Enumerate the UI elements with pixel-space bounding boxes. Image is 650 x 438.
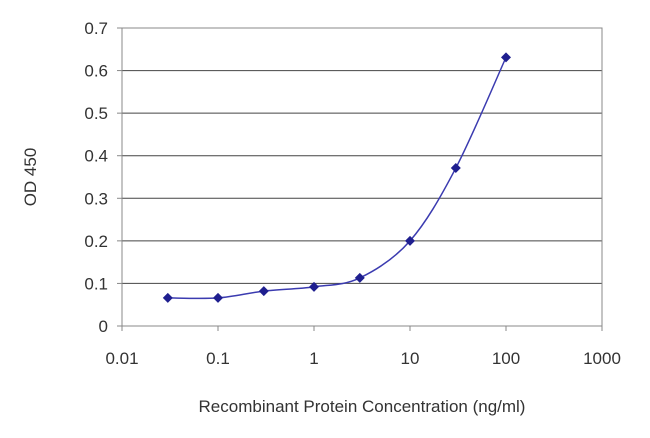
x-tick-label: 0.1	[206, 349, 230, 368]
data-point	[450, 163, 461, 174]
y-tick-label: 0.5	[84, 104, 108, 123]
y-tick-label: 0.4	[84, 147, 108, 166]
x-axis: 0.01 0.1 1 10 100 1000	[105, 326, 621, 368]
grid-lines	[122, 70, 602, 284]
y-tick-label: 0.2	[84, 232, 108, 251]
data-point	[354, 272, 365, 283]
data-point	[501, 52, 511, 63]
y-tick-label: 0.1	[84, 274, 108, 293]
data-point	[258, 286, 269, 297]
plot-area	[121, 27, 603, 327]
x-tick-label: 1000	[583, 349, 621, 368]
series-points	[162, 52, 511, 303]
y-tick-label: 0.3	[84, 189, 108, 208]
x-tick-label: 1	[309, 349, 318, 368]
x-tick-label: 0.01	[105, 349, 138, 368]
y-tick-label: 0	[99, 317, 108, 336]
y-tick-label: 0.7	[84, 19, 108, 38]
y-tick-label: 0.6	[84, 62, 108, 81]
y-axis: 0 0.1 0.2 0.3 0.4 0.5 0.6 0.7	[84, 19, 122, 336]
x-tick-label: 10	[401, 349, 420, 368]
data-point	[162, 292, 173, 303]
x-axis-label: Recombinant Protein Concentration (ng/ml…	[199, 397, 526, 416]
x-tick-label: 100	[492, 349, 520, 368]
data-point	[309, 281, 319, 292]
data-point	[213, 292, 223, 303]
data-point	[405, 235, 415, 246]
y-axis-label: OD 450	[21, 148, 40, 207]
series-line	[167, 57, 507, 300]
